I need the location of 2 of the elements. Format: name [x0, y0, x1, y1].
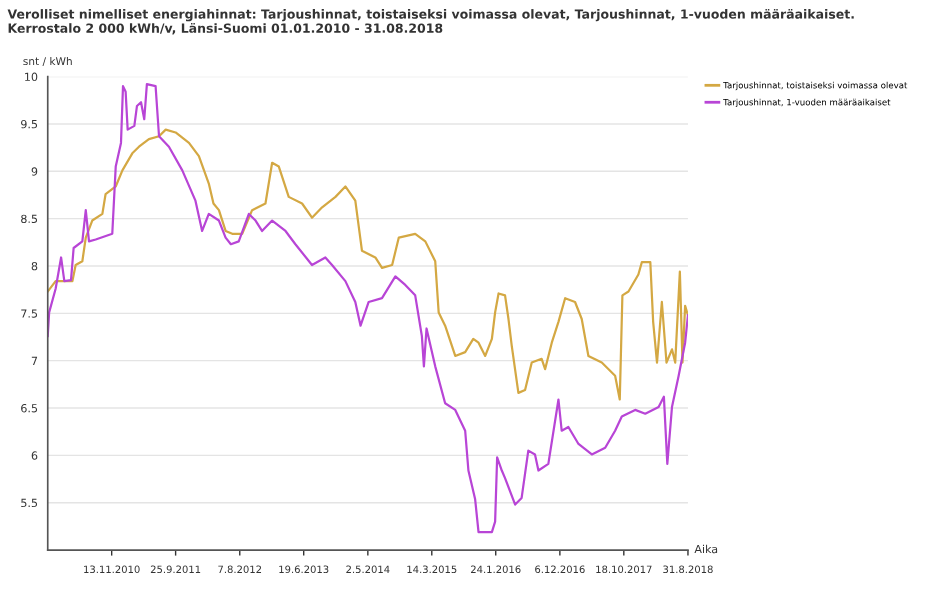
- line-series: [47, 83, 688, 534]
- line-series: [47, 128, 688, 401]
